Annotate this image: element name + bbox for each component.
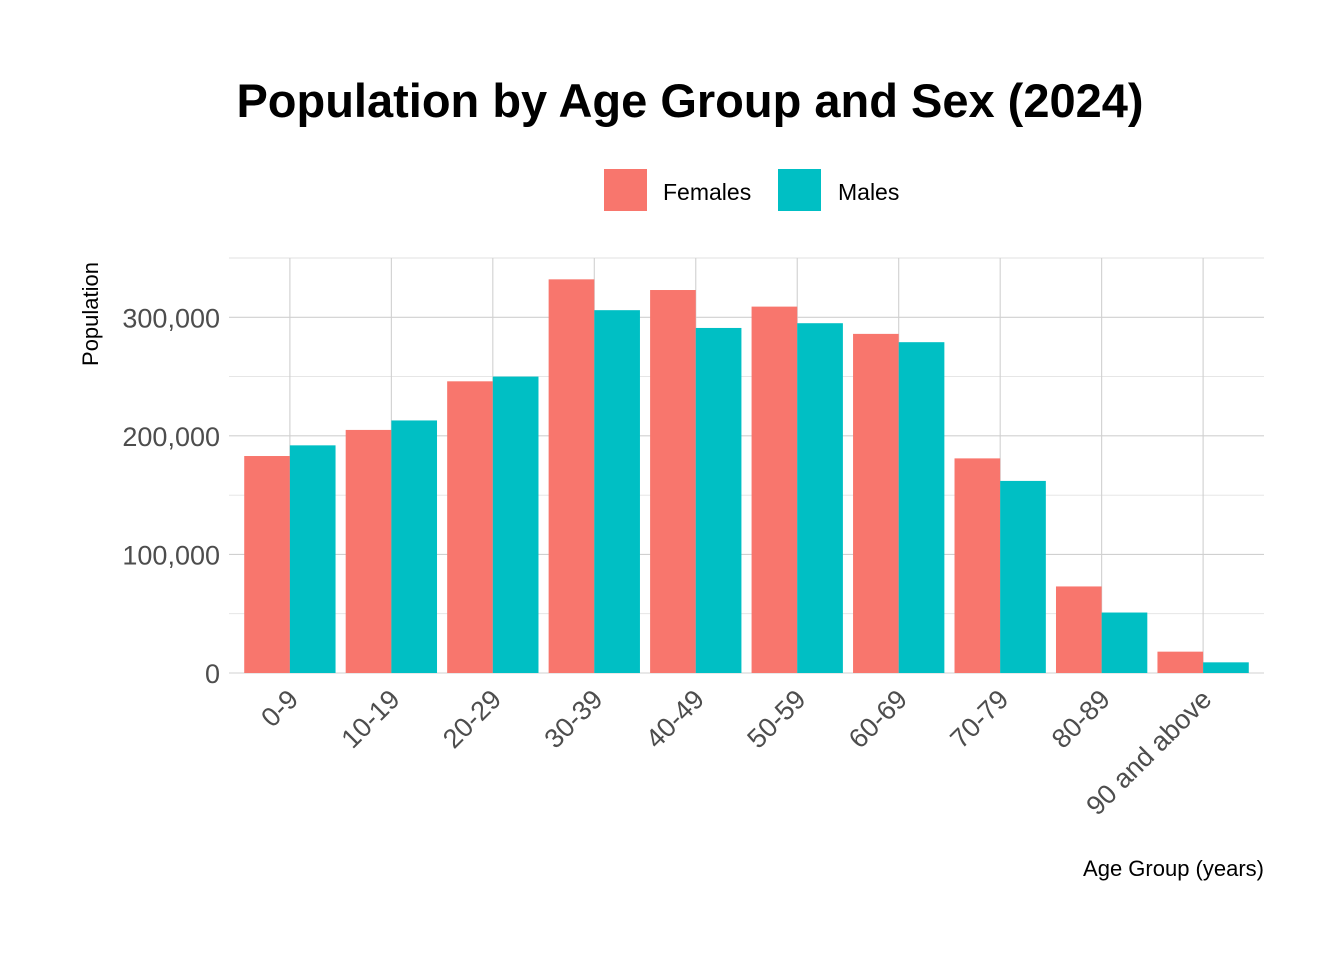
x-tick-label: 30-39 (538, 684, 608, 754)
bar-females-80-89 (1055, 586, 1102, 673)
legend-label-males: Males (838, 179, 899, 205)
legend: Females Males (604, 169, 899, 211)
bar-males-0-9 (289, 445, 336, 673)
bar-females-90-and-above (1157, 651, 1204, 673)
bar-males-20-29 (492, 376, 539, 673)
bar-females-70-79 (954, 458, 1001, 673)
x-axis-title: Age Group (years) (1083, 856, 1264, 881)
bar-males-90-and-above (1203, 662, 1249, 673)
x-tick-label: 0-9 (255, 684, 304, 733)
y-tick-label: 300,000 (122, 303, 220, 333)
x-tick-label: 70-79 (944, 684, 1014, 754)
bar-males-40-49 (695, 327, 742, 673)
x-tick-label: 20-29 (437, 684, 507, 754)
y-axis-title: Population (78, 262, 103, 366)
x-tick-label: 80-89 (1046, 684, 1116, 754)
y-tick-label: 200,000 (122, 422, 220, 452)
bar-males-60-69 (898, 342, 945, 673)
x-axis-ticks: 0-9 10-19 20-29 30-39 40-49 50-59 60-69 70-79 80… (255, 684, 1217, 821)
y-tick-label: 100,000 (122, 540, 220, 570)
bar-females-0-9 (244, 456, 290, 673)
chart-title: Population by Age Group and Sex (2024) (236, 74, 1143, 127)
legend-key-females (604, 169, 647, 211)
bar-males-10-19 (391, 420, 438, 673)
bar-males-50-59 (797, 323, 843, 673)
bar-females-40-49 (650, 290, 696, 673)
y-tick-label: 0 (205, 659, 220, 689)
x-tick-label: 10-19 (336, 684, 406, 754)
x-tick-label: 40-49 (640, 684, 710, 754)
bars (244, 279, 1249, 673)
bar-females-60-69 (853, 333, 899, 673)
bar-females-20-29 (447, 381, 493, 673)
bar-males-70-79 (1000, 480, 1046, 673)
y-axis-ticks: 0 100,000 200,000 300,000 (122, 303, 220, 689)
bar-males-30-39 (594, 310, 640, 673)
legend-label-females: Females (663, 179, 751, 205)
bar-females-30-39 (548, 279, 595, 673)
bar-males-80-89 (1101, 612, 1148, 673)
x-tick-label: 50-59 (741, 684, 811, 754)
bar-females-50-59 (751, 306, 798, 673)
legend-key-males (778, 169, 821, 211)
bar-females-10-19 (345, 429, 392, 673)
x-tick-label: 60-69 (843, 684, 913, 754)
